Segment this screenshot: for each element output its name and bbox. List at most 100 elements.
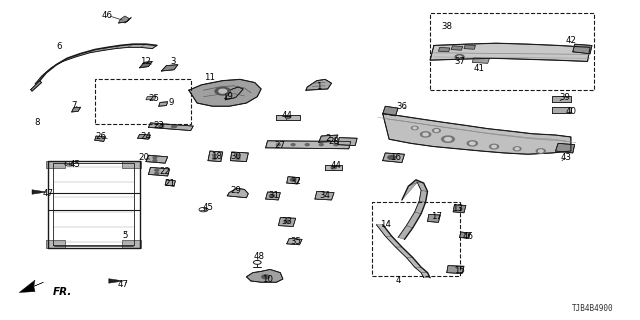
- Circle shape: [291, 179, 296, 181]
- Polygon shape: [115, 44, 133, 49]
- Circle shape: [538, 150, 543, 152]
- Text: 17: 17: [431, 212, 442, 221]
- Polygon shape: [464, 45, 476, 49]
- Circle shape: [435, 130, 438, 132]
- Circle shape: [420, 132, 431, 137]
- Polygon shape: [189, 79, 261, 106]
- Circle shape: [285, 116, 291, 119]
- Bar: [95, 79, 191, 124]
- Text: 37: 37: [454, 57, 465, 66]
- Text: 43: 43: [561, 153, 572, 162]
- Text: 45: 45: [202, 203, 214, 212]
- Polygon shape: [227, 188, 248, 198]
- Polygon shape: [415, 201, 426, 214]
- Polygon shape: [76, 50, 95, 57]
- Polygon shape: [472, 58, 490, 63]
- Polygon shape: [383, 106, 398, 116]
- Circle shape: [332, 166, 337, 169]
- Polygon shape: [266, 141, 351, 149]
- Circle shape: [219, 89, 227, 93]
- Text: 44: 44: [330, 161, 342, 170]
- Polygon shape: [159, 102, 168, 106]
- Polygon shape: [46, 161, 65, 168]
- Polygon shape: [122, 240, 141, 248]
- Circle shape: [305, 144, 309, 146]
- Polygon shape: [19, 280, 44, 292]
- Circle shape: [413, 127, 417, 129]
- Circle shape: [212, 157, 216, 159]
- Text: 16: 16: [390, 153, 401, 162]
- Polygon shape: [225, 87, 243, 100]
- Circle shape: [212, 154, 216, 156]
- Polygon shape: [552, 107, 571, 113]
- Text: 23: 23: [153, 121, 164, 130]
- Polygon shape: [246, 269, 283, 282]
- Circle shape: [423, 133, 428, 136]
- Polygon shape: [51, 58, 67, 68]
- Text: 22: 22: [159, 167, 171, 176]
- Circle shape: [455, 55, 464, 59]
- Circle shape: [215, 87, 230, 95]
- Polygon shape: [266, 192, 280, 200]
- Polygon shape: [46, 240, 65, 248]
- Text: 2: 2: [325, 134, 330, 143]
- Polygon shape: [406, 258, 421, 267]
- Text: 33: 33: [281, 217, 292, 226]
- Polygon shape: [438, 47, 450, 52]
- Polygon shape: [72, 107, 81, 112]
- Text: 47: 47: [117, 280, 129, 289]
- Polygon shape: [146, 96, 156, 100]
- Polygon shape: [42, 65, 56, 76]
- Text: 20: 20: [138, 153, 150, 162]
- Polygon shape: [102, 45, 120, 51]
- Text: 42: 42: [565, 36, 577, 45]
- Polygon shape: [376, 225, 392, 236]
- Polygon shape: [556, 143, 575, 153]
- Polygon shape: [31, 81, 42, 91]
- Polygon shape: [573, 44, 592, 54]
- Polygon shape: [447, 266, 464, 274]
- Polygon shape: [122, 161, 141, 168]
- Text: 36: 36: [396, 102, 408, 111]
- Polygon shape: [385, 236, 402, 247]
- Text: 34: 34: [319, 191, 331, 200]
- Circle shape: [334, 144, 338, 146]
- Polygon shape: [63, 54, 80, 61]
- Text: 32: 32: [290, 177, 301, 186]
- Text: 18: 18: [211, 152, 222, 161]
- Polygon shape: [141, 44, 157, 49]
- Circle shape: [445, 138, 451, 141]
- Text: 45: 45: [70, 160, 81, 169]
- Polygon shape: [402, 182, 417, 200]
- Text: 41: 41: [473, 64, 484, 73]
- Text: 10: 10: [262, 275, 273, 284]
- Polygon shape: [451, 46, 463, 50]
- Circle shape: [467, 141, 477, 146]
- Polygon shape: [430, 43, 590, 61]
- Text: 35: 35: [290, 237, 301, 246]
- Polygon shape: [415, 267, 428, 273]
- Text: 40: 40: [565, 107, 577, 116]
- Polygon shape: [306, 79, 332, 90]
- Text: 46: 46: [102, 11, 113, 20]
- Polygon shape: [428, 214, 440, 222]
- Bar: [372, 202, 460, 276]
- Circle shape: [412, 126, 418, 130]
- Polygon shape: [32, 190, 47, 194]
- Polygon shape: [148, 167, 170, 176]
- Text: 27: 27: [275, 141, 286, 150]
- Polygon shape: [408, 180, 417, 186]
- Text: 15: 15: [454, 266, 465, 275]
- Text: 11: 11: [204, 73, 216, 82]
- Polygon shape: [398, 226, 413, 239]
- Circle shape: [236, 154, 240, 156]
- Polygon shape: [230, 152, 248, 162]
- Text: 30: 30: [230, 152, 241, 161]
- Polygon shape: [140, 61, 152, 68]
- Text: 25: 25: [148, 94, 159, 103]
- Circle shape: [433, 129, 440, 132]
- Text: 31: 31: [268, 191, 280, 200]
- Circle shape: [515, 148, 519, 150]
- Text: 44: 44: [281, 111, 292, 120]
- Circle shape: [159, 125, 164, 128]
